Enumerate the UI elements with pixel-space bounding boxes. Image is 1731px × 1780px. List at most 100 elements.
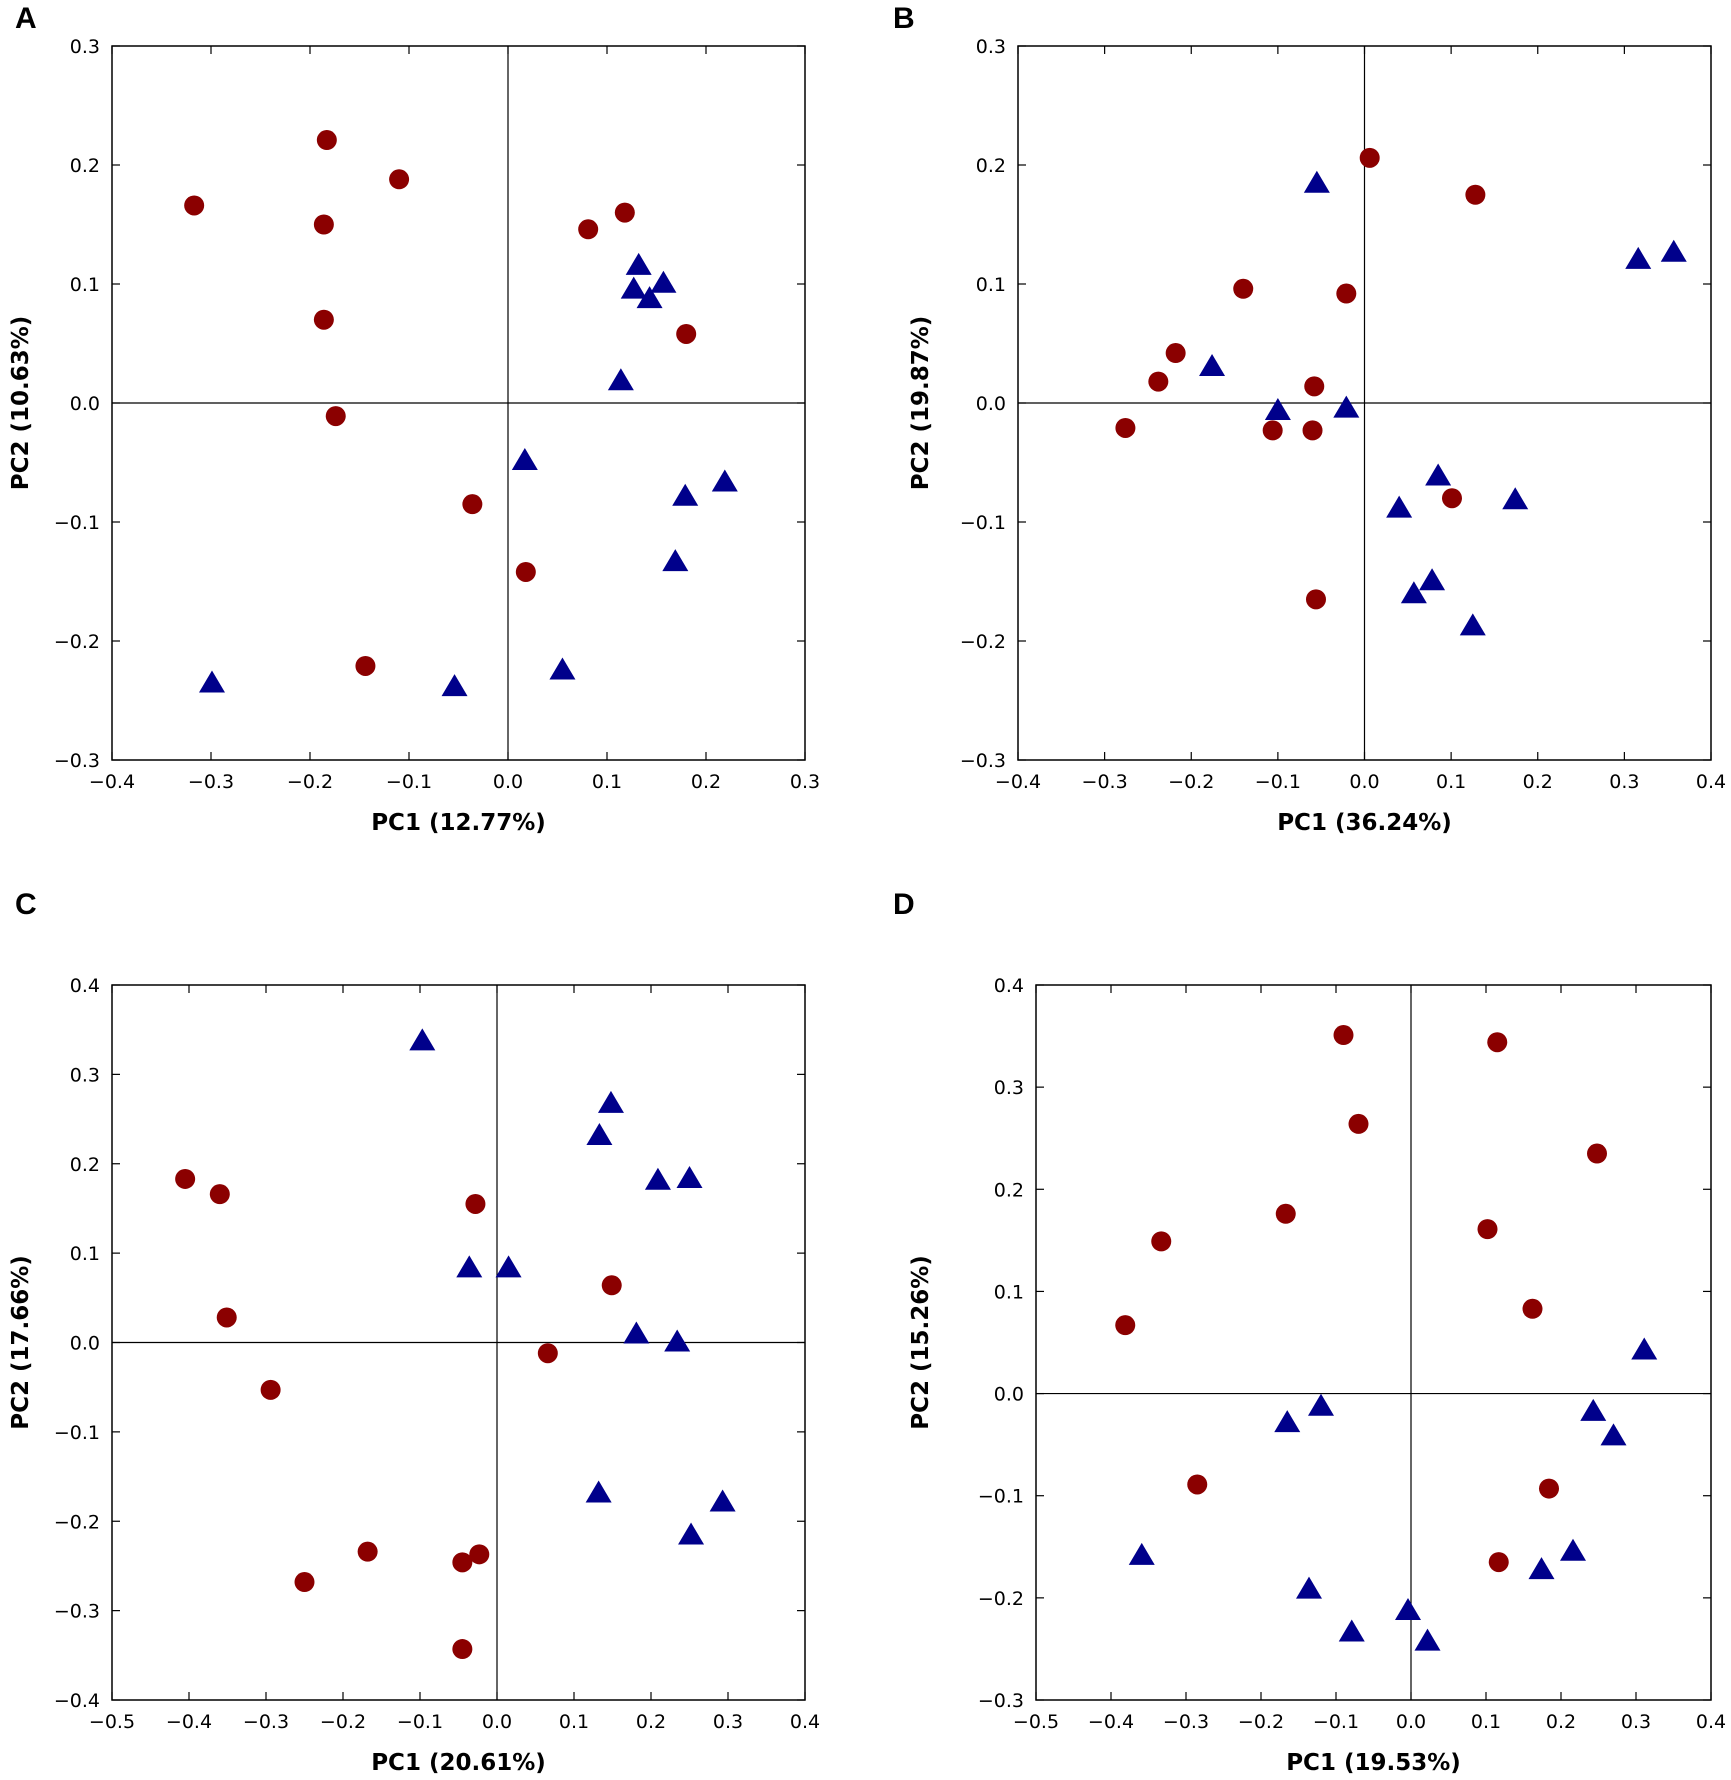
x-tick-label-a: −0.1 — [386, 771, 432, 793]
data-point-circle-c — [537, 1343, 558, 1364]
y-tick-label-b: −0.3 — [960, 750, 1006, 772]
data-point-circle-c — [209, 1184, 230, 1205]
data-point-circle-c — [357, 1541, 378, 1562]
x-tick-label-b: −0.4 — [995, 771, 1041, 793]
data-point-triangle-b — [1425, 463, 1452, 486]
data-point-circle-a — [316, 130, 337, 151]
data-point-circle-d — [1539, 1478, 1559, 1499]
y-tick-label-a: 0.1 — [70, 274, 100, 296]
data-point-circle-a — [355, 655, 376, 676]
data-point-triangle-c — [644, 1167, 671, 1190]
x-tick-label-d: −0.4 — [1088, 1711, 1134, 1733]
x-tick-label-d: −0.5 — [1013, 1711, 1059, 1733]
data-point-circle-a — [325, 406, 346, 427]
data-point-triangle-c — [664, 1329, 691, 1352]
panel-b: −0.4 −0.3 −0.2 −0.1 0.0 0.1 0.2 0.3 0.4−0.3−0.2−… — [908, 36, 1726, 836]
y-tick-label-c: 0.2 — [70, 1154, 100, 1176]
data-point-circle-a — [184, 195, 205, 216]
data-point-triangle-d — [1631, 1337, 1658, 1360]
panel-a: −0.4 −0.3 −0.2 −0.1 0.0 0.1 0.2 0.3−0.3−0.2−0.1… — [8, 36, 820, 836]
y-tick-label-d: 0.1 — [994, 1281, 1024, 1303]
x-tick-label-d: 0.2 — [1546, 1711, 1576, 1733]
data-point-triangle-c — [709, 1489, 736, 1512]
data-point-circle-a — [676, 323, 697, 344]
data-point-circle-a — [515, 561, 536, 582]
y-tick-label-b: 0.3 — [976, 36, 1006, 58]
x-tick-label-c: 0.2 — [636, 1711, 666, 1733]
x-tick-label-b: −0.2 — [1168, 771, 1214, 793]
data-point-circle-d — [1522, 1298, 1543, 1319]
data-point-circle-b — [1233, 278, 1254, 299]
data-point-triangle-c — [623, 1321, 650, 1344]
data-point-triangle-c — [597, 1090, 624, 1113]
data-point-circle-b — [1302, 420, 1323, 441]
y-tick-label-a: −0.2 — [54, 631, 100, 653]
data-point-circle-c — [216, 1307, 237, 1328]
x-axis-title-d: PC1 (19.53%) — [1286, 1750, 1461, 1776]
y-tick-label-c: 0.3 — [70, 1064, 100, 1086]
y-tick-label-c: −0.2 — [54, 1511, 100, 1533]
data-point-triangle-c — [586, 1123, 613, 1146]
x-axis-title-b: PC1 (36.24%) — [1277, 810, 1452, 836]
data-point-triangle-b — [1199, 354, 1226, 377]
data-point-circle-c — [452, 1639, 473, 1660]
data-point-circle-b — [1441, 488, 1462, 509]
data-point-circle-b — [1165, 343, 1186, 364]
panel-label-a: A — [15, 2, 37, 35]
x-tick-label-d: −0.2 — [1238, 1711, 1284, 1733]
panel-c: −0.5 −0.4 −0.3 −0.2 −0.1 0.0 0.1 0.2 0.3 0.4−0.4−… — [8, 975, 820, 1776]
x-tick-label-c: 0.3 — [713, 1711, 743, 1733]
y-tick-label-d: −0.3 — [978, 1690, 1024, 1712]
data-point-triangle-a — [625, 252, 652, 275]
x-tick-label-d: −0.3 — [1163, 1711, 1209, 1733]
x-tick-label-a: −0.3 — [188, 771, 234, 793]
data-point-triangle-d — [1128, 1542, 1155, 1565]
data-point-circle-c — [294, 1572, 315, 1593]
panel-d: −0.5 −0.4 −0.3 −0.2 −0.1 0.0 0.1 0.2 0.3 0.4 −0.3 −… — [908, 975, 1726, 1776]
x-tick-label-a: 0.2 — [691, 771, 721, 793]
x-tick-label-d: −0.1 — [1313, 1711, 1359, 1733]
y-axis-title-b: PC2 (19.87%) — [908, 316, 934, 491]
data-point-circle-b — [1359, 147, 1380, 168]
y-axis-title-c: PC2 (17.66%) — [8, 1255, 34, 1430]
y-axis-title-d: PC2 (15.26%) — [908, 1255, 934, 1430]
x-tick-label-b: 0.0 — [1349, 771, 1379, 793]
data-point-circle-c — [260, 1379, 281, 1400]
data-point-triangle-a — [672, 483, 699, 506]
data-point-circle-b — [1336, 283, 1357, 304]
x-tick-label-c: −0.4 — [166, 1711, 212, 1733]
data-point-triangle-a — [511, 448, 538, 471]
data-point-triangle-c — [585, 1480, 612, 1503]
data-point-circle-b — [1262, 420, 1283, 441]
data-point-triangle-b — [1502, 487, 1529, 510]
x-tick-label-c: 0.0 — [482, 1711, 512, 1733]
data-point-triangle-d — [1580, 1398, 1607, 1421]
y-tick-label-d: −0.2 — [978, 1588, 1024, 1610]
x-axis-title-c: PC1 (20.61%) — [371, 1750, 546, 1776]
data-point-triangle-a — [636, 286, 663, 309]
data-point-circle-d — [1348, 1113, 1369, 1134]
y-tick-label-d: 0.3 — [994, 1077, 1024, 1099]
x-tick-label-b: 0.4 — [1696, 771, 1726, 793]
y-tick-label-d: 0.4 — [994, 975, 1024, 997]
data-point-triangle-d — [1338, 1619, 1365, 1642]
data-point-circle-d — [1477, 1219, 1498, 1240]
x-tick-label-c: −0.2 — [320, 1711, 366, 1733]
data-point-triangle-b — [1459, 613, 1486, 636]
panel-label-b: B — [893, 2, 915, 35]
y-tick-label-c: −0.3 — [54, 1601, 100, 1623]
data-point-circle-c — [469, 1544, 490, 1565]
data-point-triangle-d — [1560, 1538, 1586, 1561]
data-point-triangle-d — [1414, 1628, 1441, 1651]
data-point-triangle-b — [1333, 395, 1360, 418]
x-tick-label-d: 0.1 — [1471, 1711, 1501, 1733]
y-tick-label-d: −0.1 — [978, 1486, 1024, 1508]
data-point-circle-d — [1487, 1032, 1508, 1053]
x-axis-title-a: PC1 (12.77%) — [371, 810, 546, 836]
data-point-circle-b — [1465, 184, 1486, 205]
plot-frame-d — [1035, 984, 1712, 1701]
x-tick-label-c: 0.1 — [559, 1711, 589, 1733]
x-tick-label-b: −0.1 — [1255, 771, 1301, 793]
